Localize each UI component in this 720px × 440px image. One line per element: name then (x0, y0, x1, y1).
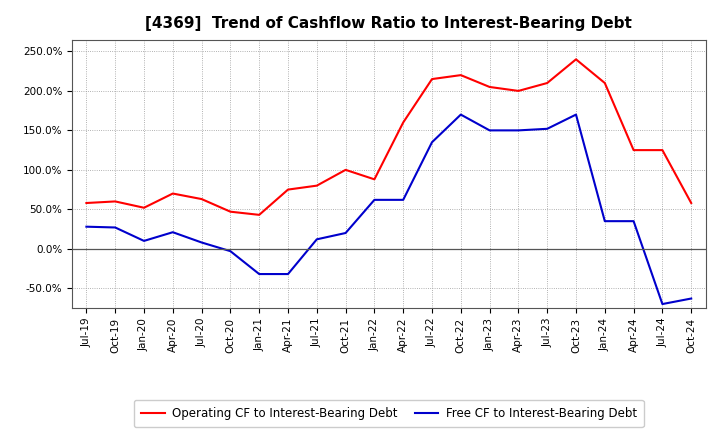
Operating CF to Interest-Bearing Debt (255, 212, 264, 217)
Free CF to Interest-Bearing Debt (255, 271, 264, 277)
Free CF to Interest-Bearing Debt (687, 296, 696, 301)
Free CF to Interest-Bearing Debt (514, 128, 523, 133)
Free CF to Interest-Bearing Debt (428, 139, 436, 145)
Operating CF to Interest-Bearing Debt (284, 187, 292, 192)
Operating CF to Interest-Bearing Debt (543, 81, 552, 86)
Free CF to Interest-Bearing Debt (572, 112, 580, 117)
Operating CF to Interest-Bearing Debt (341, 167, 350, 172)
Free CF to Interest-Bearing Debt (140, 238, 148, 244)
Free CF to Interest-Bearing Debt (370, 197, 379, 202)
Free CF to Interest-Bearing Debt (341, 231, 350, 236)
Free CF to Interest-Bearing Debt (82, 224, 91, 229)
Operating CF to Interest-Bearing Debt (226, 209, 235, 214)
Operating CF to Interest-Bearing Debt (140, 205, 148, 210)
Operating CF to Interest-Bearing Debt (572, 57, 580, 62)
Operating CF to Interest-Bearing Debt (428, 77, 436, 82)
Operating CF to Interest-Bearing Debt (456, 73, 465, 78)
Free CF to Interest-Bearing Debt (197, 240, 206, 245)
Legend: Operating CF to Interest-Bearing Debt, Free CF to Interest-Bearing Debt: Operating CF to Interest-Bearing Debt, F… (134, 400, 644, 427)
Line: Free CF to Interest-Bearing Debt: Free CF to Interest-Bearing Debt (86, 114, 691, 304)
Free CF to Interest-Bearing Debt (456, 112, 465, 117)
Free CF to Interest-Bearing Debt (485, 128, 494, 133)
Operating CF to Interest-Bearing Debt (658, 147, 667, 153)
Free CF to Interest-Bearing Debt (399, 197, 408, 202)
Operating CF to Interest-Bearing Debt (514, 88, 523, 94)
Line: Operating CF to Interest-Bearing Debt: Operating CF to Interest-Bearing Debt (86, 59, 691, 215)
Operating CF to Interest-Bearing Debt (111, 199, 120, 204)
Operating CF to Interest-Bearing Debt (629, 147, 638, 153)
Free CF to Interest-Bearing Debt (226, 249, 235, 254)
Operating CF to Interest-Bearing Debt (399, 120, 408, 125)
Free CF to Interest-Bearing Debt (284, 271, 292, 277)
Free CF to Interest-Bearing Debt (600, 219, 609, 224)
Free CF to Interest-Bearing Debt (312, 237, 321, 242)
Free CF to Interest-Bearing Debt (168, 230, 177, 235)
Operating CF to Interest-Bearing Debt (312, 183, 321, 188)
Operating CF to Interest-Bearing Debt (485, 84, 494, 90)
Operating CF to Interest-Bearing Debt (370, 177, 379, 182)
Operating CF to Interest-Bearing Debt (168, 191, 177, 196)
Free CF to Interest-Bearing Debt (629, 219, 638, 224)
Title: [4369]  Trend of Cashflow Ratio to Interest-Bearing Debt: [4369] Trend of Cashflow Ratio to Intere… (145, 16, 632, 32)
Operating CF to Interest-Bearing Debt (687, 200, 696, 205)
Operating CF to Interest-Bearing Debt (197, 196, 206, 202)
Operating CF to Interest-Bearing Debt (82, 200, 91, 205)
Free CF to Interest-Bearing Debt (543, 126, 552, 132)
Free CF to Interest-Bearing Debt (658, 301, 667, 307)
Free CF to Interest-Bearing Debt (111, 225, 120, 230)
Operating CF to Interest-Bearing Debt (600, 81, 609, 86)
